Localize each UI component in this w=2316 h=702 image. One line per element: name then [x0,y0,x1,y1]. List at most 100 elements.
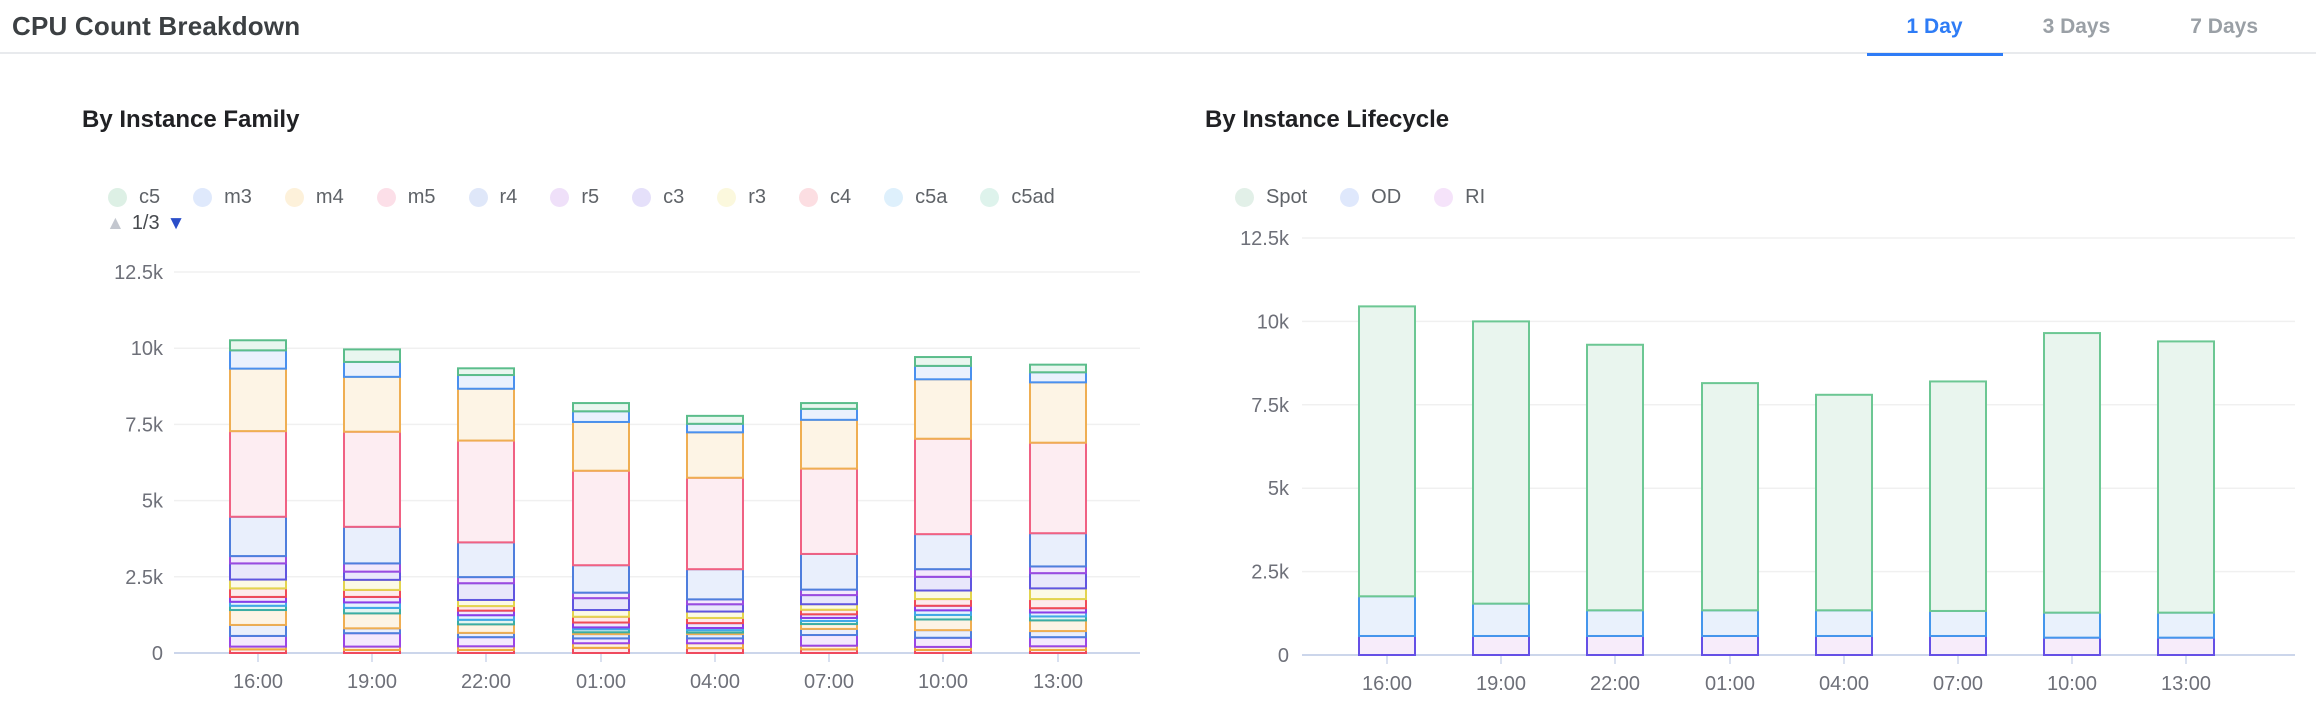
bar-segment-ri-19-00[interactable] [1472,634,1530,657]
family-legend-item-c5a[interactable]: c5a [884,186,947,209]
bar-segment-c3-22-00[interactable] [457,582,515,601]
bar-segment-m5-04-00[interactable] [686,476,744,571]
bar-segment-c5-16-00[interactable] [229,339,287,352]
bar-segment-m3-04-00[interactable] [686,422,744,434]
bar-segment-ri-13-00[interactable] [2157,636,2215,657]
bar-segment-unlabeled-16-00[interactable] [229,609,287,626]
lifecycle-legend-item-ri[interactable]: RI [1434,186,1485,209]
bar-segment-ri-04-00[interactable] [1815,634,1873,657]
bar-segment-c3-04-00[interactable] [686,603,744,613]
family-legend-item-r5[interactable]: r5 [550,186,599,209]
bar-segment-od-04-00[interactable] [1815,609,1873,637]
bar-segment-r4-01-00[interactable] [572,564,630,594]
bar-segment-c5-10-00[interactable] [914,356,972,367]
tab-7-days[interactable]: 7 Days [2150,0,2298,54]
family-legend-item-r4[interactable]: r4 [468,186,517,209]
bar-segment-unlabeled-19-00[interactable] [343,632,401,648]
bar-segment-m3-07-00[interactable] [800,407,858,421]
bar-segment-c3-16-00[interactable] [229,562,287,581]
bar-segment-m4-01-00[interactable] [572,420,630,472]
bar-segment-m3-16-00[interactable] [229,349,287,370]
bar-segment-spot-07-00[interactable] [1929,380,1987,612]
bar-segment-unlabeled-16-00[interactable] [229,634,287,648]
bar-segment-m3-19-00[interactable] [343,360,401,378]
bar-segment-r3-16-00[interactable] [229,578,287,590]
bar-segment-c3-07-00[interactable] [800,594,858,606]
bar-segment-r5-10-00[interactable] [914,568,972,578]
bar-segment-r5-16-00[interactable] [229,555,287,565]
pager-down-icon[interactable]: ▼ [166,213,186,234]
family-legend-item-c3[interactable]: c3 [632,186,684,209]
bar-segment-c3-13-00[interactable] [1029,572,1087,590]
bar-segment-unlabeled-13-00[interactable] [1029,636,1087,648]
bar-segment-r3-10-00[interactable] [914,589,972,601]
lifecycle-legend-item-od[interactable]: OD [1340,186,1401,209]
instance-family-chart[interactable]: 0 2.5k 5k 7.5k 10k 12.5k 16:00 19:00 22:00 01:00 0… [82,240,1150,702]
bar-segment-unlabeled-19-00[interactable] [343,612,401,630]
bar-segment-m4-07-00[interactable] [800,418,858,470]
tab-3-days[interactable]: 3 Days [2003,0,2151,54]
bar-segment-unlabeled-13-00[interactable] [1029,619,1087,633]
bar-segment-m5-07-00[interactable] [800,467,858,555]
bar-segment-r4-16-00[interactable] [229,515,287,558]
family-legend-item-m4[interactable]: m4 [284,186,344,209]
bar-segment-c4-19-00[interactable] [343,588,401,598]
bar-segment-r4-04-00[interactable] [686,568,744,601]
tab-1-day[interactable]: 1 Day [1866,0,2003,56]
bar-segment-m4-04-00[interactable] [686,431,744,479]
bar-segment-r4-10-00[interactable] [914,533,972,571]
bar-segment-od-07-00[interactable] [1929,609,1987,637]
bar-segment-m4-19-00[interactable] [343,375,401,433]
bar-segment-m3-22-00[interactable] [457,374,515,390]
bar-segment-unlabeled-10-00[interactable] [914,618,972,632]
bar-segment-c5-01-00[interactable] [572,402,630,413]
family-legend-item-c5[interactable]: c5 [108,186,160,209]
bar-segment-m4-22-00[interactable] [457,387,515,442]
bar-segment-spot-01-00[interactable] [1701,382,1759,612]
bar-segment-ri-10-00[interactable] [2043,636,2101,657]
bar-segment-m4-10-00[interactable] [914,378,972,440]
bar-segment-c4-13-00[interactable] [1029,598,1087,610]
bar-segment-r4-07-00[interactable] [800,552,858,591]
bar-segment-m3-10-00[interactable] [914,364,972,381]
bar-segment-r3-13-00[interactable] [1029,587,1087,601]
family-legend-item-m3[interactable]: m3 [193,186,252,209]
bar-segment-c5-22-00[interactable] [457,367,515,377]
bar-segment-m5-01-00[interactable] [572,469,630,567]
bar-segment-od-10-00[interactable] [2043,611,2101,639]
bar-segment-od-01-00[interactable] [1701,609,1759,637]
bar-segment-c4-16-00[interactable] [229,587,287,598]
bar-segment-od-22-00[interactable] [1586,609,1644,637]
bar-segment-spot-19-00[interactable] [1472,320,1530,605]
bar-segment-ri-22-00[interactable] [1586,634,1644,657]
bar-segment-r3-01-00[interactable] [572,609,630,618]
bar-segment-spot-10-00[interactable] [2043,332,2101,614]
bar-segment-unlabeled-10-00[interactable] [914,636,972,648]
bar-segment-c5-07-00[interactable] [800,402,858,410]
pager-up-icon[interactable]: ▲ [106,213,125,234]
bar-segment-c5-19-00[interactable] [343,348,401,363]
bar-segment-c3-19-00[interactable] [343,570,401,581]
bar-segment-c5-04-00[interactable] [686,414,744,425]
family-legend-item-m5[interactable]: m5 [376,186,436,209]
bar-segment-ri-07-00[interactable] [1929,634,1987,657]
bar-segment-m3-13-00[interactable] [1029,371,1087,384]
bar-segment-od-16-00[interactable] [1358,595,1416,637]
bar-segment-c3-01-00[interactable] [572,597,630,612]
bar-segment-m4-16-00[interactable] [229,367,287,433]
bar-segment-r5-13-00[interactable] [1029,565,1087,575]
bar-segment-unlabeled-22-00[interactable] [457,636,515,648]
bar-segment-unlabeled-22-00[interactable] [457,623,515,634]
bar-segment-m5-19-00[interactable] [343,430,401,528]
bar-segment-unlabeled-07-00[interactable] [800,634,858,647]
bar-segment-od-19-00[interactable] [1472,602,1530,637]
bar-segment-m3-01-00[interactable] [572,410,630,423]
bar-segment-m5-10-00[interactable] [914,437,972,536]
bar-segment-c4-10-00[interactable] [914,598,972,607]
bar-segment-spot-22-00[interactable] [1586,343,1644,612]
bar-segment-m5-13-00[interactable] [1029,441,1087,535]
bar-segment-c5-13-00[interactable] [1029,363,1087,374]
bar-segment-r4-13-00[interactable] [1029,532,1087,568]
bar-segment-spot-16-00[interactable] [1358,305,1416,598]
bar-segment-m5-22-00[interactable] [457,439,515,544]
